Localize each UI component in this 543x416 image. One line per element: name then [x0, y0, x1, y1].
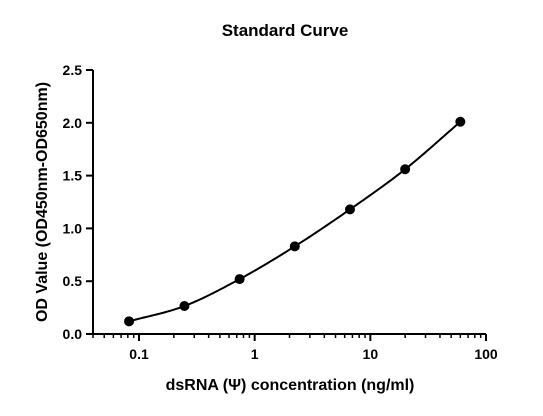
x-tick-label: 10 — [363, 346, 379, 362]
chart-title: Standard Curve — [222, 21, 349, 40]
axes — [92, 70, 486, 335]
data-point — [455, 116, 466, 127]
y-tick-label: 1.5 — [63, 168, 83, 184]
y-tick-label: 0.5 — [63, 273, 83, 289]
x-tick-label: 0.1 — [129, 346, 149, 362]
y-tick-label: 2.0 — [63, 115, 83, 131]
data-point — [344, 204, 355, 215]
data-point — [400, 164, 411, 175]
data-points — [124, 116, 466, 327]
fit-curve — [128, 120, 461, 323]
y-axis-ticks: 0.0 0.5 1.0 1.5 2.0 2.5 — [63, 62, 93, 342]
x-axis-label: dsRNA (Ψ) concentration (ng/ml) — [166, 377, 415, 394]
y-axis-label: OD Value (OD450nm-OD650nm) — [34, 82, 51, 322]
x-axis-ticks: 0.1 1 10 100 — [92, 334, 498, 362]
y-tick-label: 0.0 — [63, 326, 83, 342]
data-point — [289, 241, 300, 252]
x-tick-label: 1 — [251, 346, 259, 362]
data-point — [179, 301, 190, 312]
y-tick-label: 1.0 — [63, 220, 83, 236]
data-point — [234, 274, 245, 285]
x-tick-label: 100 — [474, 346, 498, 362]
data-point — [124, 316, 135, 327]
y-tick-label: 2.5 — [63, 62, 83, 78]
